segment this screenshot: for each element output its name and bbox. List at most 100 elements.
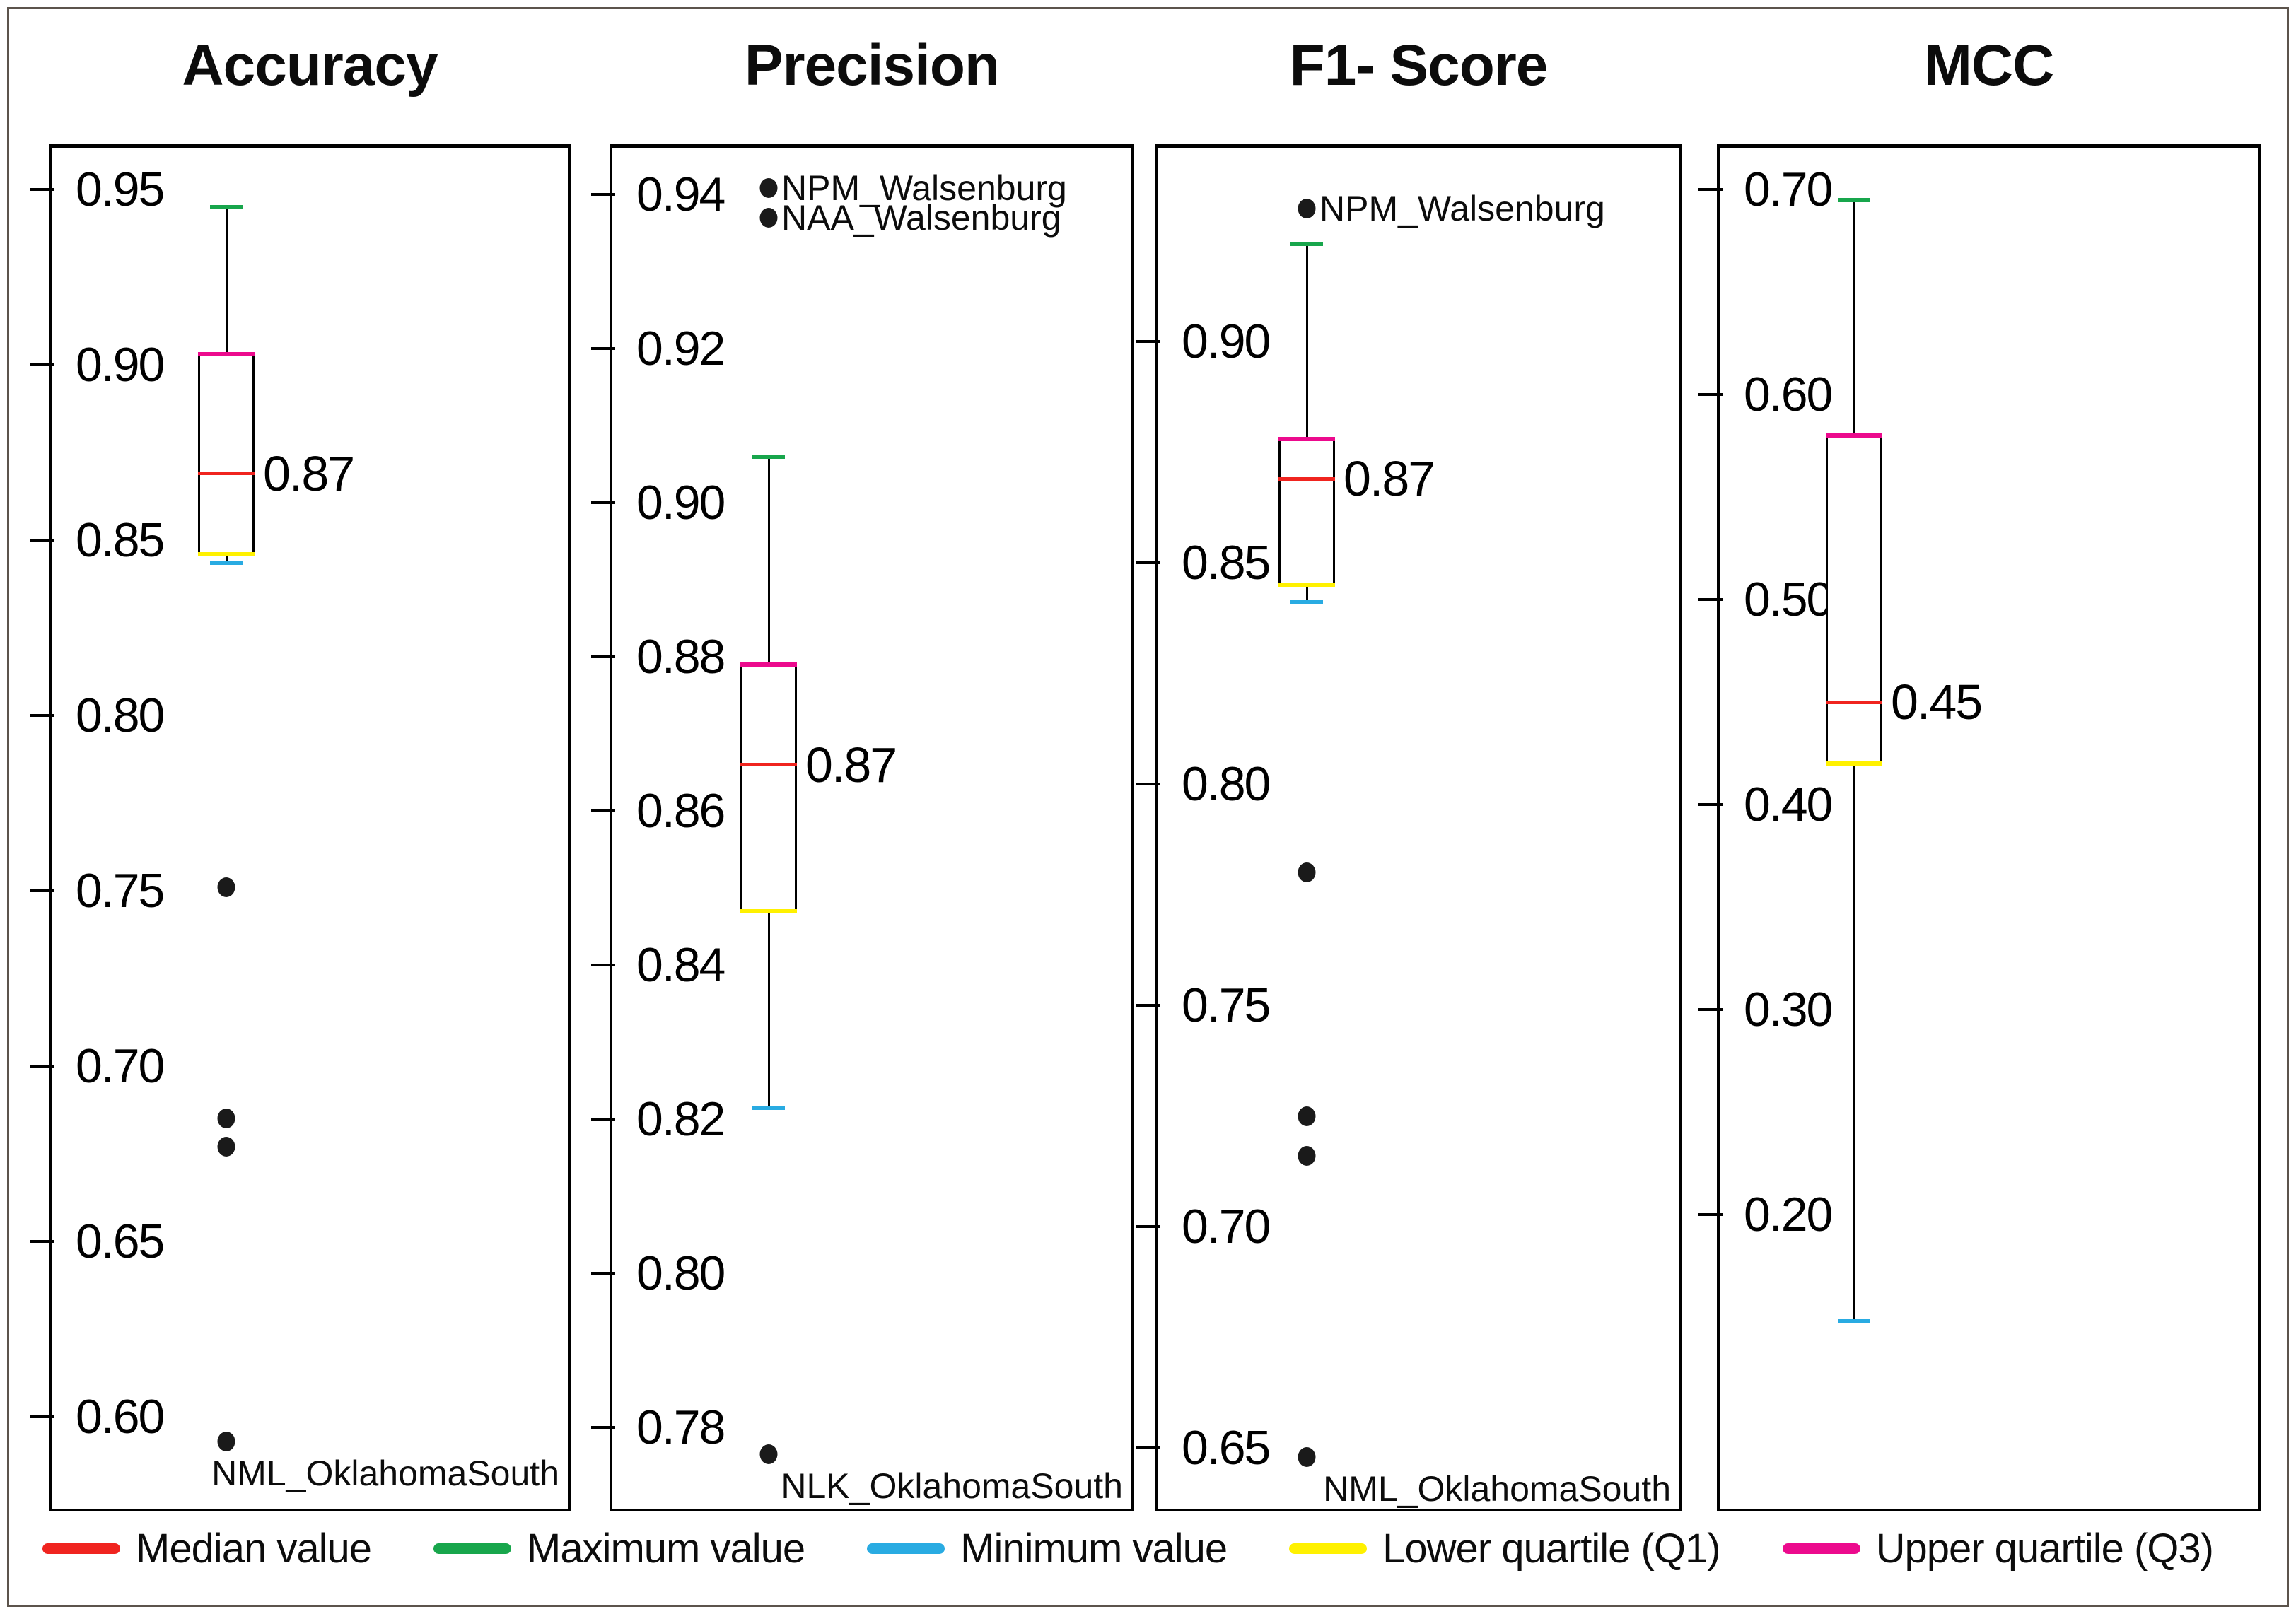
y-axis-tick <box>1698 598 1723 601</box>
median-value-label: 0.87 <box>263 445 355 501</box>
y-axis-tick-label: 0.82 <box>636 1092 725 1146</box>
outlier-label: NML_OklahomaSouth <box>211 1453 559 1493</box>
legend-item-median: Median value <box>42 1525 372 1572</box>
y-axis-tick-label: 0.90 <box>636 476 725 530</box>
y-axis-tick <box>1136 561 1160 564</box>
legend: Median value Maximum value Minimum value… <box>42 1521 2263 1575</box>
legend-item-maximum: Maximum value <box>433 1525 805 1572</box>
plot-area-precision: 0.94 0.92 0.90 0.88 0.86 0.84 0.82 0.80 0.78 0.87… <box>591 144 1134 1511</box>
y-axis-tick-label: 0.80 <box>1182 757 1271 811</box>
y-axis-tick-label: 0.50 <box>1744 573 1833 626</box>
outlier-dot <box>217 1109 235 1129</box>
y-axis-tick <box>1136 1225 1160 1228</box>
y-axis-tick-label: 0.65 <box>76 1215 165 1268</box>
legend-item-upper-quartile: Upper quartile (Q3) <box>1782 1525 2214 1572</box>
y-axis-tick <box>1136 340 1160 343</box>
legend-item-lower-quartile: Lower quartile (Q1) <box>1289 1525 1721 1572</box>
maximum-cap <box>210 204 243 209</box>
lower-quartile-line <box>198 551 255 556</box>
panel-title-mcc: MCC <box>1923 33 2055 98</box>
y-axis-tick <box>591 1426 615 1429</box>
y-axis-tick <box>1698 1213 1723 1216</box>
y-axis-tick-label: 0.60 <box>1744 368 1833 421</box>
y-axis-tick-label: 0.75 <box>1182 978 1271 1032</box>
interquartile-box <box>1826 435 1882 764</box>
lower-quartile-line-swatch <box>1289 1543 1368 1554</box>
upper-quartile-line <box>740 662 797 667</box>
upper-quartile-line <box>1826 433 1882 438</box>
lower-quartile-line <box>740 908 797 913</box>
y-axis-tick <box>30 363 54 366</box>
legend-label: Upper quartile (Q3) <box>1875 1525 2214 1572</box>
y-axis-tick-label: 0.94 <box>636 168 725 221</box>
y-axis-tick <box>30 714 54 717</box>
panel-title-accuracy: Accuracy <box>182 33 438 98</box>
y-axis-tick-label: 0.65 <box>1182 1421 1271 1475</box>
whisker-line <box>1305 244 1308 603</box>
y-axis-tick <box>30 539 54 542</box>
y-axis-tick-label: 0.90 <box>76 338 165 392</box>
y-axis-tick-label: 0.80 <box>636 1246 725 1300</box>
minimum-cap <box>210 561 243 566</box>
outlier-label: NPM_Walsenburg <box>1319 189 1605 229</box>
legend-label: Median value <box>136 1525 372 1572</box>
outlier-dot <box>217 1431 235 1451</box>
y-axis-tick <box>591 1272 615 1275</box>
y-axis-tick <box>591 655 615 658</box>
y-axis-tick-label: 0.78 <box>636 1400 725 1454</box>
median-line <box>740 763 797 767</box>
y-axis-tick-label: 0.92 <box>636 322 725 375</box>
plot-area-accuracy: 0.95 0.90 0.85 0.80 0.75 0.70 0.65 0.60 0.87 NML_… <box>30 144 571 1511</box>
outlier-dot <box>759 207 778 228</box>
lower-quartile-line <box>1278 583 1335 587</box>
y-axis-tick <box>591 964 615 966</box>
outlier-label: NPM_Walsenburg <box>781 168 1067 209</box>
lower-quartile-line <box>1826 761 1882 766</box>
median-value-label: 0.87 <box>1344 451 1435 507</box>
y-axis-tick-label: 0.70 <box>76 1039 165 1093</box>
outlier-dot <box>1298 862 1316 883</box>
y-axis-tick <box>30 1065 54 1068</box>
median-value-label: 0.45 <box>1891 674 1983 730</box>
upper-quartile-line <box>1278 436 1335 441</box>
y-axis-tick <box>30 889 54 892</box>
outlier-dot <box>1298 1145 1316 1166</box>
y-axis-tick <box>30 1415 54 1418</box>
y-axis-tick-label: 0.70 <box>1744 163 1833 216</box>
maximum-cap <box>1290 242 1323 247</box>
y-axis-tick <box>1136 1446 1160 1449</box>
minimum-line-swatch <box>867 1543 945 1554</box>
interquartile-box <box>1278 438 1335 585</box>
outlier-label: NML_OklahomaSouth <box>1323 1468 1671 1509</box>
median-line <box>1826 700 1882 704</box>
panel-title-precision: Precision <box>744 33 1000 98</box>
y-axis-tick-label: 0.40 <box>1744 778 1833 831</box>
interquartile-box <box>198 354 255 554</box>
outlier-label: NAA_Walsenburg <box>781 197 1061 238</box>
outlier-dot <box>217 1137 235 1157</box>
legend-item-minimum: Minimum value <box>867 1525 1228 1572</box>
y-axis-tick-label: 0.85 <box>76 513 165 567</box>
y-axis-tick <box>1698 803 1723 806</box>
y-axis-tick <box>591 809 615 812</box>
y-axis-tick <box>1136 1004 1160 1007</box>
outlier-dot <box>1298 1106 1316 1126</box>
outlier-dot <box>1298 199 1316 219</box>
y-axis-tick-label: 0.60 <box>76 1390 165 1444</box>
interquartile-box <box>740 664 797 911</box>
y-axis-tick <box>591 1118 615 1121</box>
y-axis-tick <box>30 1240 54 1243</box>
y-axis-tick <box>1698 188 1723 191</box>
outlier-dot <box>1298 1446 1316 1467</box>
upper-quartile-line <box>198 352 255 357</box>
outlier-label: NLK_OklahomaSouth <box>781 1466 1123 1507</box>
plot-area-mcc: 0.70 0.60 0.50 0.40 0.30 0.20 0.45 <box>1698 144 2261 1511</box>
median-line-swatch <box>42 1543 120 1554</box>
panel-title-f1-score: F1- Score <box>1289 33 1549 98</box>
y-axis-tick-label: 0.75 <box>76 864 165 918</box>
y-axis-tick <box>1136 783 1160 785</box>
y-axis-tick <box>591 193 615 196</box>
y-axis-tick <box>1698 1008 1723 1011</box>
maximum-cap <box>1838 197 1870 202</box>
